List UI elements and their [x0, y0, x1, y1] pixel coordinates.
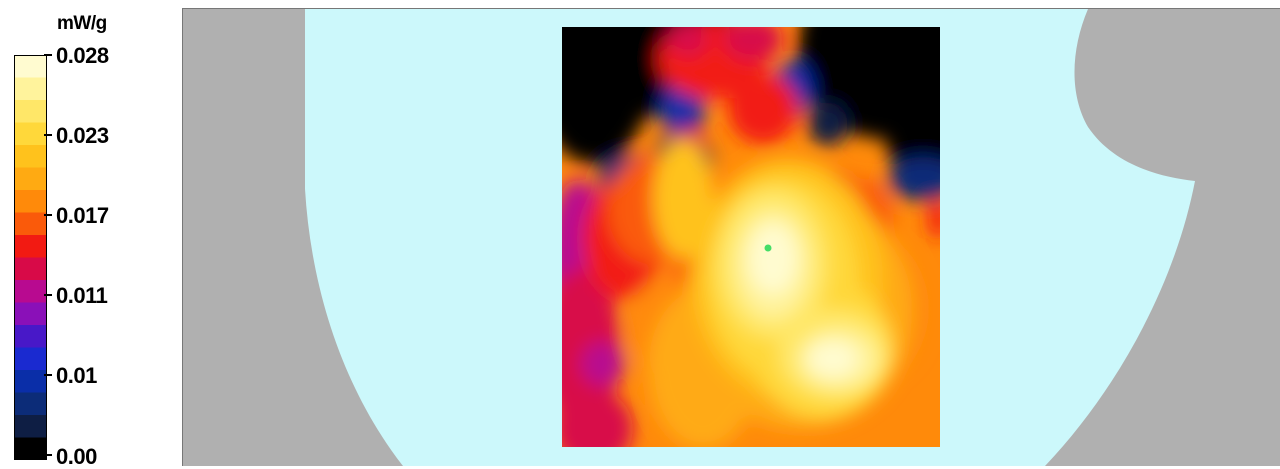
- legend-swatch-5: [14, 325, 47, 349]
- legend-tick-5: [44, 454, 52, 456]
- sar-contour-blob-7: [808, 102, 848, 146]
- legend-swatch-14: [14, 122, 47, 146]
- sar-contour-blob-21: [928, 199, 940, 239]
- sar-scan-area: [562, 27, 940, 447]
- sar-contour-blob-8: [888, 157, 940, 201]
- legend-swatch-12: [14, 167, 47, 191]
- legend-tick-0: [44, 54, 52, 56]
- sar-contour-blob-1: [562, 27, 653, 164]
- legend-label-2: 0.017: [56, 203, 109, 228]
- sar-plot-area: [182, 8, 1280, 466]
- legend-bar-border: [14, 55, 47, 460]
- sar-contour-blob-38: [808, 341, 858, 377]
- legend-swatch-1: [14, 415, 47, 439]
- legend-swatch-3: [14, 370, 47, 394]
- color-scale-bar: [14, 55, 47, 460]
- legend-label-0: 0.028: [56, 43, 109, 68]
- legend-swatch-9: [14, 235, 47, 259]
- sar-contour-blob-12: [581, 342, 625, 386]
- peak-sar-marker: [764, 244, 772, 252]
- legend-tick-3: [44, 294, 52, 296]
- legend-swatch-13: [14, 145, 47, 169]
- legend-swatch-0: [14, 437, 47, 460]
- color-scale-legend: mW/g 0.028 0.023 0.017 0.011 0.01 0.00: [0, 0, 182, 469]
- legend-swatch-17: [14, 55, 47, 79]
- legend-swatch-15: [14, 100, 47, 124]
- sar-contour-blob-37: [749, 224, 797, 294]
- sar-contour-layers: [562, 27, 940, 447]
- legend-label-1: 0.023: [56, 123, 109, 148]
- legend-swatch-10: [14, 212, 47, 236]
- sar-contour-blob-18: [728, 74, 798, 144]
- legend-swatch-2: [14, 392, 47, 416]
- sar-contour-blob-29: [653, 139, 713, 259]
- legend-tick-2: [44, 214, 52, 216]
- sar-contour-blob-13: [562, 389, 633, 447]
- sar-contour-blob-6: [883, 49, 940, 189]
- legend-label-3: 0.011: [56, 283, 108, 308]
- sar-contour-blob-19: [668, 27, 708, 57]
- legend-label-5: 0.00: [56, 444, 97, 469]
- legend-tick-4: [44, 374, 52, 376]
- legend-swatch-8: [14, 257, 47, 281]
- legend-swatch-11: [14, 190, 47, 214]
- sar-distribution-svg: [305, 9, 1195, 466]
- legend-swatch-16: [14, 77, 47, 101]
- legend-swatch-7: [14, 280, 47, 304]
- legend-swatch-6: [14, 302, 47, 326]
- legend-label-4: 0.01: [56, 363, 97, 388]
- sar-contour-blob-17: [723, 27, 783, 61]
- legend-unit-label: mW/g: [57, 13, 107, 34]
- legend-swatch-4: [14, 347, 47, 371]
- legend-tick-1: [44, 134, 52, 136]
